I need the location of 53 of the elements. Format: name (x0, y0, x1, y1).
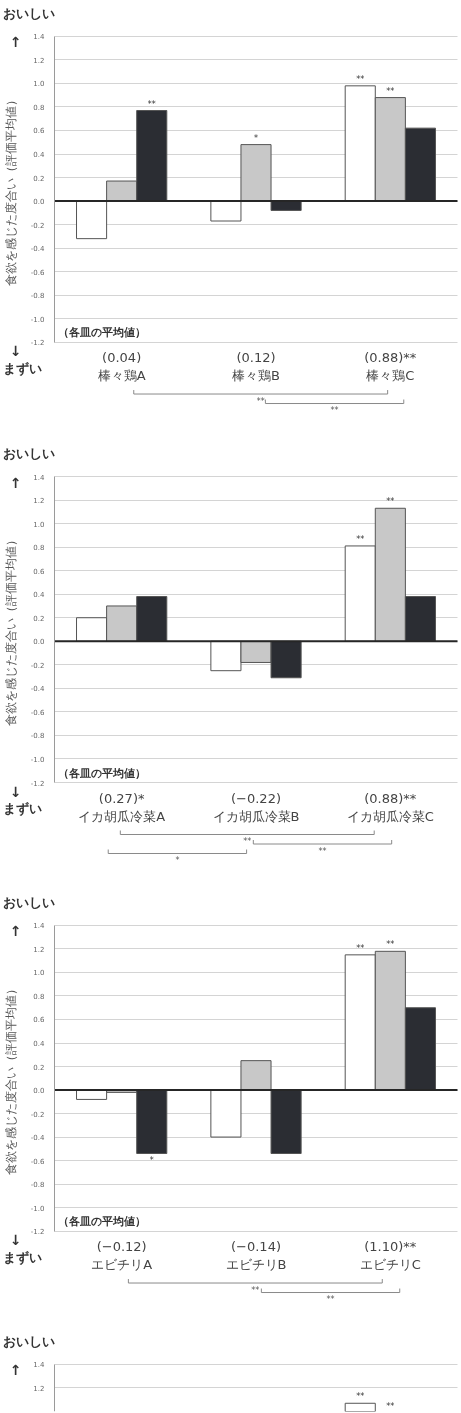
text: ↓ (9, 343, 22, 360)
text: ↑ (9, 474, 22, 491)
text: ** (326, 1295, 335, 1305)
bar (240, 1060, 272, 1091)
text: ** (243, 837, 252, 846)
text: ** (256, 396, 265, 406)
text: おいしい (2, 446, 55, 461)
data-label: * (254, 133, 258, 143)
x-tick-label: (0.04) 棒々鶏A (97, 350, 146, 384)
annotation: （各皿の平均値） (57, 1215, 146, 1229)
annotation: （各皿の平均値） (57, 766, 146, 780)
data-label: ** (147, 99, 156, 109)
data-label: ** (386, 940, 395, 950)
bar (270, 1089, 302, 1155)
y-axis-title: 食欲を感じた度合い（評価平均値） (3, 93, 18, 286)
x-tick-label: (−0.22) イカ胡瓜冷菜B (212, 790, 300, 824)
bar (240, 144, 272, 202)
data-label: ** (356, 1392, 365, 1402)
text: ↑ (9, 923, 22, 940)
y-axis-title: 食欲を感じた度合い（評価平均値） (3, 533, 18, 726)
text: ↓ (9, 1232, 22, 1249)
text: ** (330, 406, 339, 416)
x-tick-label: (−0.14) エビチリB (225, 1239, 287, 1273)
data-label: ** (356, 534, 365, 544)
text: まずい (2, 801, 42, 816)
x-tick-label: (0.12) 棒々鶏B (232, 350, 280, 384)
x-tick-label: (0.88)** 棒々鶏C (364, 350, 417, 384)
x-tick-label: (0.27)* イカ胡瓜冷菜A (78, 790, 166, 824)
bar (210, 200, 242, 222)
text: ↓ (9, 783, 22, 800)
data-label: * (149, 1155, 154, 1165)
data-label: ** (356, 943, 365, 953)
text: ↑ (9, 1362, 22, 1379)
x-tick-label: (−0.12) エビチリA (91, 1239, 153, 1273)
text: ** (318, 846, 327, 856)
text: まずい (2, 1249, 42, 1265)
x-tick-label: (1.10)** エビチリC (359, 1239, 421, 1273)
x-tick-label: (0.88)** イカ胡瓜冷菜C (346, 790, 434, 824)
text: おいしい (2, 1333, 55, 1349)
text: ** (386, 1401, 395, 1411)
text: まずい (2, 360, 42, 376)
annotation: （各皿の平均値） (57, 326, 146, 340)
y-axis-title: 食欲を感じた度合い（評価平均値） (3, 982, 18, 1175)
text: おいしい (2, 5, 55, 21)
bar (210, 1089, 242, 1138)
text: ↑ (9, 34, 22, 51)
text: * (175, 856, 180, 865)
bar (76, 200, 108, 240)
text: おいしい (2, 894, 55, 910)
data-label: ** (356, 74, 365, 84)
data-label: ** (386, 497, 395, 507)
data-label: ** (386, 86, 395, 96)
text: ** (251, 1285, 260, 1295)
